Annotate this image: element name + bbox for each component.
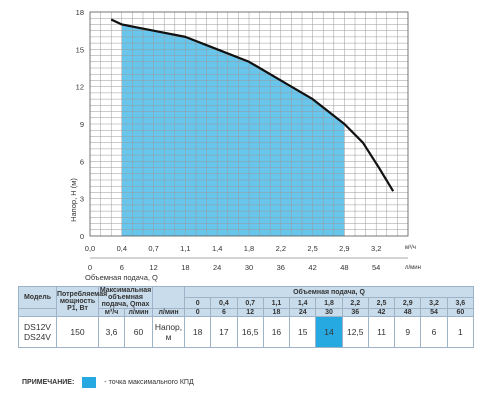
- x-tick-label-lmin: 36: [277, 263, 285, 272]
- header-qmax-unit-m3h: м³/ч: [98, 308, 125, 317]
- flow-lmin-cell: 0: [184, 308, 212, 317]
- flow-m3h-cell: 1,1: [262, 297, 291, 309]
- x-tick-label-lmin: 54: [372, 263, 380, 272]
- x-tick-label-lmin: 42: [308, 263, 316, 272]
- y-axis-label: Напор, H (м): [69, 178, 78, 222]
- note-text: - точка максимального КПД: [104, 379, 194, 386]
- x-tick-label-lmin: 30: [245, 263, 253, 272]
- y-tick-label: 12: [76, 83, 84, 92]
- head-value-cell: 17: [210, 316, 238, 348]
- head-label-cell: Напор, м: [152, 316, 186, 348]
- header-blank: [152, 286, 186, 309]
- header-qmax-unit-lmin: л/мин: [123, 308, 154, 317]
- x-tick-label-m3h: 2,2: [276, 244, 286, 253]
- flow-m3h-cell: 2,5: [367, 297, 396, 309]
- head-value-cell: 11: [367, 316, 396, 348]
- head-value-cell: 15: [289, 316, 317, 348]
- plot-frame: [89, 11, 409, 237]
- flow-m3h-cell: 1,8: [315, 297, 343, 309]
- flow-lmin-cell: 18: [262, 308, 291, 317]
- flow-lmin-cell: 42: [367, 308, 396, 317]
- x-tick-label-lmin: 0: [88, 263, 92, 272]
- y-tick-label: 9: [80, 120, 84, 129]
- performance-table: Модель Потребляемая мощность P1, Вт Макс…: [18, 286, 475, 348]
- flow-m3h-cell: 2,2: [341, 297, 369, 309]
- x-tick-label-m3h: 1,4: [212, 244, 222, 253]
- flow-lmin-cell: 54: [420, 308, 448, 317]
- x-unit-top: м³/ч: [405, 245, 416, 251]
- head-value-cell: 18: [184, 316, 212, 348]
- flow-m3h-cell: 3,6: [446, 297, 475, 309]
- header-flow: Объемная подача, Q: [184, 286, 474, 298]
- x-axis-label: Объемная подача, Q: [85, 273, 158, 282]
- efficiency-swatch: [82, 377, 97, 388]
- x-tick-label-m3h: 0,7: [148, 244, 158, 253]
- flow-lmin-cell: 30: [315, 308, 343, 317]
- x-tick-label-m3h: 1,1: [180, 244, 190, 253]
- model-cell: DS12V DS24V: [18, 316, 57, 348]
- qmax-m3h-cell: 3,6: [98, 316, 125, 348]
- x-tick-label-m3h: 3,2: [371, 244, 381, 253]
- header-flow-unit-lmin: л/мин: [152, 308, 186, 317]
- flow-m3h-cell: 3,2: [420, 297, 448, 309]
- y-tick-label: 3: [80, 195, 84, 204]
- qmax-lmin-cell: 60: [123, 316, 154, 348]
- flow-lmin-cell: 48: [394, 308, 422, 317]
- flow-lmin-cell: 24: [289, 308, 317, 317]
- x-tick-label-m3h: 0,4: [117, 244, 127, 253]
- power-cell: 150: [56, 316, 99, 348]
- x-tick-label-m3h: 1,8: [244, 244, 254, 253]
- head-flow-curve: [110, 18, 395, 192]
- flow-lmin-cell: 6: [210, 308, 238, 317]
- header-power: Потребляемая мощность P1, Вт: [56, 286, 107, 317]
- x-tick-label-lmin: 24: [213, 263, 221, 272]
- flow-m3h-cell: 0: [184, 297, 212, 309]
- x-tick-label-lmin: 48: [340, 263, 348, 272]
- head-value-cell: 14: [315, 316, 343, 348]
- flow-m3h-cell: 0,4: [210, 297, 238, 309]
- flow-m3h-cell: 1,4: [289, 297, 317, 309]
- legend-note: ПРИМЕЧАНИЕ: - точка максимального КПД: [22, 377, 194, 388]
- note-title: ПРИМЕЧАНИЕ:: [22, 379, 75, 386]
- x-tick-label-m3h: 2,9: [339, 244, 349, 253]
- head-value-cell: 16,5: [236, 316, 264, 348]
- head-value-cell: 12,5: [341, 316, 369, 348]
- head-value-cell: 6: [420, 316, 448, 348]
- flow-lmin-cell: 60: [446, 308, 475, 317]
- y-tick-label: 18: [76, 8, 84, 17]
- y-tick-label: 6: [80, 157, 84, 166]
- header-model: Модель: [18, 286, 57, 309]
- x-tick-label-lmin: 18: [181, 263, 189, 272]
- head-value-cell: 16: [262, 316, 291, 348]
- flow-m3h-row: 0 0,4 0,7 1,1 1,4 1,8 2,2 2,5 2,9 3,2 3,6: [19, 297, 475, 309]
- header-qmax: Максимальная объемная подача, Qmax: [97, 286, 154, 309]
- y-tick-label: 15: [76, 45, 84, 54]
- curve-layer: [110, 18, 395, 192]
- y-tick-label: 0: [80, 232, 84, 241]
- flow-m3h-cell: 2,9: [394, 297, 422, 309]
- head-value-cell: 1: [446, 316, 475, 348]
- flow-lmin-cell: 36: [341, 308, 369, 317]
- x-unit-bottom: л/мин: [405, 265, 421, 271]
- plot-frame-layer: [89, 11, 409, 259]
- table-row: DS12V DS24V 150 3,6 60 Напор, м 18 17 16,5…: [18, 316, 475, 348]
- x-tick-label-lmin: 12: [149, 263, 157, 272]
- flow-lmin-cell: 12: [236, 308, 264, 317]
- x-tick-label-m3h: 2,5: [307, 244, 317, 253]
- header-model-blank: [18, 308, 57, 317]
- flow-m3h-cell: 0,7: [236, 297, 264, 309]
- head-value-cell: 9: [394, 316, 422, 348]
- x-tick-label-lmin: 6: [120, 263, 124, 272]
- x-tick-label-m3h: 0,0: [85, 244, 95, 253]
